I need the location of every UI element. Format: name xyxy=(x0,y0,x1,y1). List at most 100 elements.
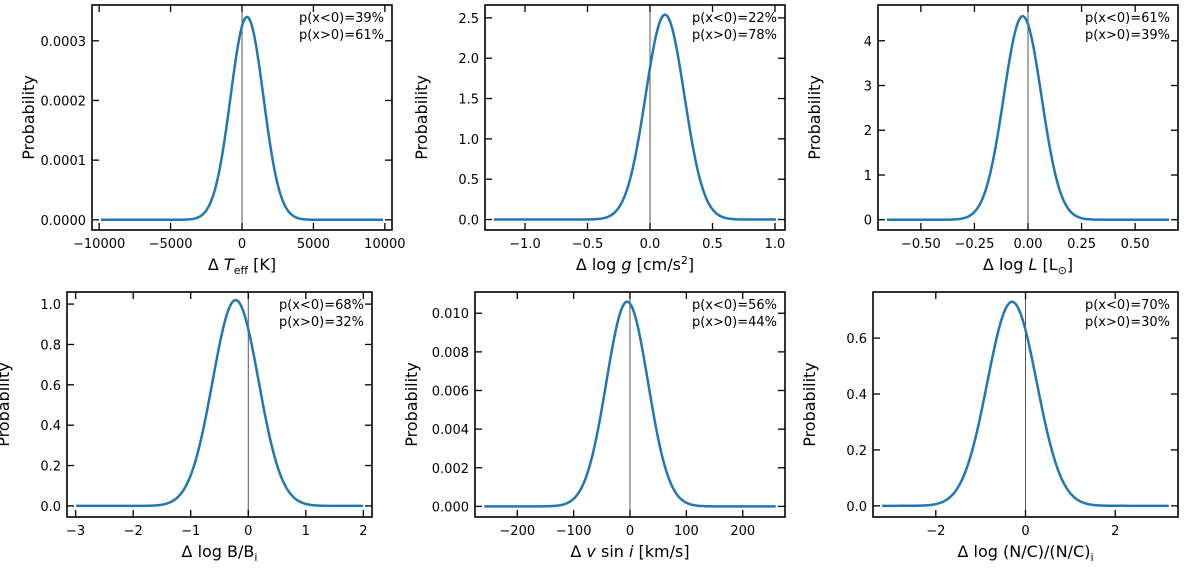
probability-curve xyxy=(494,13,776,221)
x-tick-label: 0.5 xyxy=(702,237,723,252)
probability-annotation: p(x<0)=22% xyxy=(692,11,777,26)
y-tick-label: 1.0 xyxy=(40,298,61,313)
x-tick-label: 0 xyxy=(238,237,246,252)
y-tick-label: 0.4 xyxy=(846,388,867,403)
x-tick-label: −0.50 xyxy=(901,237,941,252)
x-tick-label: −1.0 xyxy=(509,237,541,252)
x-axis-label-part: Δ log xyxy=(576,255,622,274)
y-tick-label: 0.8 xyxy=(40,338,61,353)
x-tick-label: 5000 xyxy=(297,237,330,252)
x-tick-label: −0.25 xyxy=(955,237,995,252)
x-tick-label: −100 xyxy=(556,524,592,539)
y-tick-label: 1.0 xyxy=(458,133,479,148)
x-axis-label-part: 2 xyxy=(681,254,688,267)
x-tick-label: 1.0 xyxy=(765,237,786,252)
probability-annotation: p(x<0)=56% xyxy=(692,298,777,313)
y-tick-label: 4 xyxy=(864,35,872,50)
y-tick-label: 1.5 xyxy=(458,93,479,108)
x-axis-label-part: ⊙ xyxy=(1058,264,1067,277)
y-tick-label: 0.5 xyxy=(458,173,479,188)
probability-annotation: p(x>0)=78% xyxy=(692,28,777,43)
probability-curve xyxy=(882,300,1169,508)
y-axis-label: Probability xyxy=(412,75,431,160)
y-tick-label: 2 xyxy=(864,124,872,139)
x-axis-label-part: Δ xyxy=(570,542,586,561)
y-tick-label: 0.0002 xyxy=(41,94,87,109)
x-axis-label: Δ log B/Bi xyxy=(182,542,258,564)
y-tick-label: 0.0003 xyxy=(41,35,87,50)
x-tick-label: 2 xyxy=(359,524,367,539)
probability-annotation: p(x>0)=30% xyxy=(1085,315,1170,330)
x-axis-label-part: ] xyxy=(1067,255,1073,274)
x-axis-label: Δ v sin i [km/s] xyxy=(570,542,689,561)
probability-annotation: p(x>0)=44% xyxy=(692,315,777,330)
panel-2: −1.0 −0.5 0.0 0.5 1.0 0.0 0.5 1.0 1.5 2.0 2.5 Proba… xyxy=(412,4,786,274)
y-tick-label: 0.6 xyxy=(846,332,867,347)
x-tick-label: −3 xyxy=(66,524,85,539)
x-tick-label: 10000 xyxy=(364,237,405,252)
panel-6: −2 0 2 0.0 0.2 0.4 0.6 Probability Δ log (N/C)/(… xyxy=(800,291,1179,564)
x-axis-label-part: [K] xyxy=(248,255,276,274)
x-tick-label: 200 xyxy=(730,524,755,539)
x-axis-label-part: [L xyxy=(1037,255,1057,274)
y-tick-label: 0.004 xyxy=(432,423,469,438)
probability-curve xyxy=(484,300,776,508)
x-axis-label-part: Δ log (N/C)/(N/C) xyxy=(958,542,1091,561)
x-axis-label-part: Δ log xyxy=(983,255,1029,274)
x-tick-label: 2 xyxy=(1111,524,1119,539)
y-tick-label: 0.002 xyxy=(432,462,469,477)
x-axis-label: Δ log (N/C)/(N/C)i xyxy=(958,542,1094,564)
x-tick-label: 1 xyxy=(302,524,310,539)
x-tick-label: 0.0 xyxy=(640,237,661,252)
x-tick-label: 0 xyxy=(626,524,634,539)
probability-curve xyxy=(887,14,1169,221)
y-axis-label: Probability xyxy=(0,362,13,447)
y-tick-label: 0.2 xyxy=(40,460,61,475)
x-tick-label: −2 xyxy=(124,524,143,539)
x-tick-label: 0 xyxy=(1021,524,1029,539)
y-tick-label: 0.010 xyxy=(432,307,469,322)
x-axis-label-part: eff xyxy=(234,264,249,277)
y-tick-label: 0.0 xyxy=(40,500,61,515)
x-axis-label-part: i xyxy=(1090,551,1093,564)
y-tick-label: 0.2 xyxy=(846,444,867,459)
probability-annotation: p(x<0)=39% xyxy=(299,11,384,26)
axes-frame xyxy=(484,4,786,231)
y-tick-label: 0.008 xyxy=(432,346,469,361)
x-axis-label-part: [km/s] xyxy=(633,542,689,561)
axes-frame xyxy=(66,291,373,518)
x-axis-label-part: g xyxy=(621,255,631,274)
x-tick-label: −0.5 xyxy=(572,237,604,252)
y-tick-label: 3 xyxy=(864,80,872,95)
x-tick-label: 100 xyxy=(674,524,699,539)
x-axis-label: Δ Teff [K] xyxy=(208,255,276,277)
probability-annotation: p(x>0)=32% xyxy=(279,315,364,330)
y-tick-label: 0.0 xyxy=(458,214,479,229)
x-axis-label-part: ] xyxy=(688,255,694,274)
x-axis-label: Δ log g [cm/s2] xyxy=(576,254,694,274)
panel-1: −10000 −5000 0 5000 10000 0.0000 0.0001 0.0002 0… xyxy=(19,4,406,277)
probability-annotation: p(x>0)=61% xyxy=(299,28,384,43)
x-tick-label: −1 xyxy=(181,524,200,539)
x-axis-label-part: T xyxy=(224,255,235,274)
x-tick-label: 0.50 xyxy=(1121,237,1150,252)
y-tick-label: 0.0000 xyxy=(41,214,87,229)
x-axis-label-part: Δ xyxy=(208,255,224,274)
x-tick-label: 0.25 xyxy=(1067,237,1096,252)
y-tick-label: 2.5 xyxy=(458,12,479,27)
y-axis-label: Probability xyxy=(19,75,38,160)
x-axis-label-part: i xyxy=(629,542,634,561)
y-tick-label: 0 xyxy=(864,214,872,229)
probability-annotation: p(x<0)=61% xyxy=(1085,11,1170,26)
panel-4: −3 −2 −1 0 1 2 0.0 0.2 0.4 0.6 0.8 1.0 Probability Δ … xyxy=(0,291,373,564)
probability-curve xyxy=(76,298,363,508)
x-axis-label-part: [cm/s xyxy=(631,255,680,274)
panel-5: −200 −100 0 100 200 0.000 0.002 0.004 0.006 0.008… xyxy=(402,291,786,561)
y-tick-label: 0.4 xyxy=(40,419,61,434)
y-tick-label: 0.000 xyxy=(432,500,469,515)
x-tick-label: −10000 xyxy=(73,237,125,252)
x-tick-label: −5000 xyxy=(149,237,193,252)
x-tick-label: 0.00 xyxy=(1014,237,1043,252)
x-tick-label: −200 xyxy=(499,524,535,539)
